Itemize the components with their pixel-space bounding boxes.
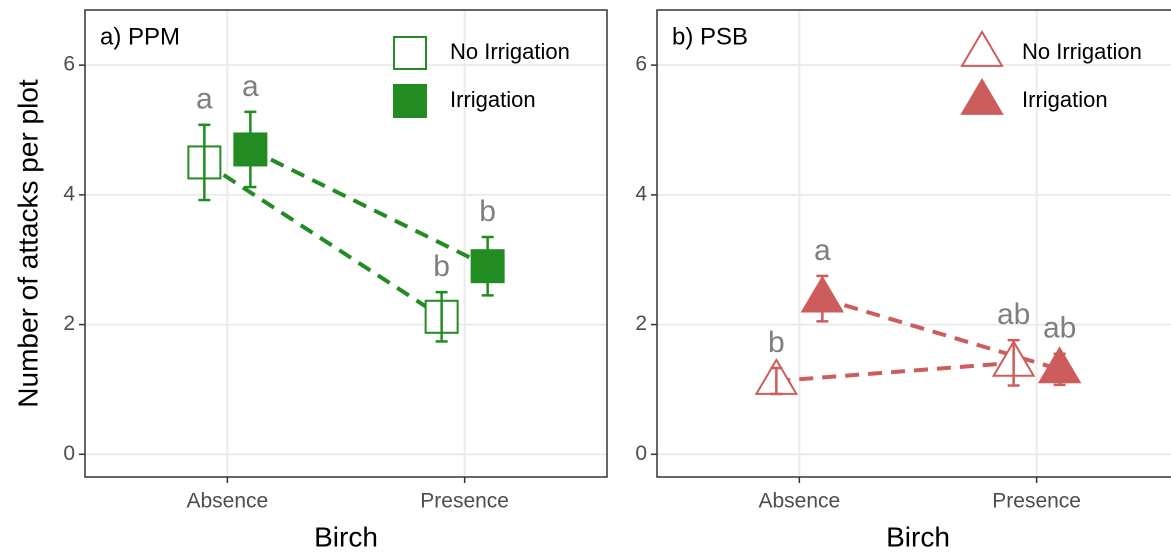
y-tick-label: 0: [63, 442, 75, 465]
panel-title: b) PSB: [672, 23, 748, 50]
group-letter: b: [768, 326, 785, 359]
y-tick-label: 4: [635, 182, 647, 205]
panel-border: [84, 9, 608, 478]
y-axis-title: Number of attacks per plot: [12, 79, 43, 408]
group-letter: b: [433, 250, 450, 283]
x-tick-label: Presence: [420, 490, 509, 513]
group-letter: a: [242, 70, 259, 103]
legend-key: [393, 36, 427, 70]
y-tick-label: 2: [635, 312, 647, 335]
legend-label: No Irrigation: [450, 39, 570, 64]
x-axis-title: Birch: [314, 521, 378, 552]
y-tick-label: 6: [635, 53, 647, 76]
x-tick-label: Presence: [992, 490, 1081, 513]
legend-label: Irrigation: [1022, 87, 1108, 112]
legend-key: [393, 84, 427, 118]
y-tick-label: 2: [63, 312, 75, 335]
legend-key: [960, 77, 1004, 115]
group-letter: ab: [1043, 312, 1076, 345]
x-axis-title: Birch: [886, 521, 950, 552]
group-letter: a: [814, 234, 831, 267]
series-line: [821, 296, 1061, 372]
group-letter: b: [479, 195, 496, 228]
x-tick-label: Absence: [758, 490, 840, 513]
group-letter: ab: [997, 298, 1030, 331]
legend-label: No Irrigation: [1022, 39, 1142, 64]
x-tick-label: Absence: [186, 490, 268, 513]
series-line: [249, 147, 489, 268]
group-letter: a: [196, 83, 213, 116]
panel-border: [656, 9, 1171, 478]
y-tick-label: 0: [635, 442, 647, 465]
series-line: [203, 160, 443, 319]
y-tick-label: 6: [63, 53, 75, 76]
series-line: [776, 360, 1014, 383]
legend-key: [960, 29, 1004, 67]
panel-title: a) PPM: [100, 23, 180, 50]
legend-label: Irrigation: [450, 87, 536, 112]
y-tick-label: 4: [63, 182, 75, 205]
